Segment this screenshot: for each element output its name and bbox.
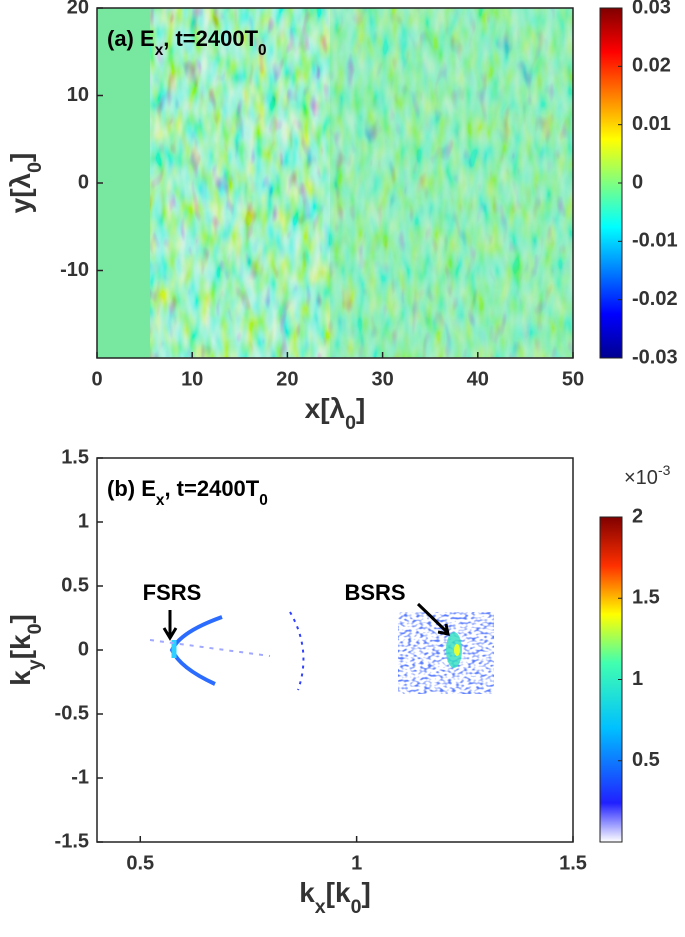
y-tick-label: -0.5 <box>55 702 89 724</box>
y-axis-label-part: 0 <box>24 623 46 634</box>
panel-title-part: x <box>156 492 165 509</box>
spectrum-image <box>149 611 494 694</box>
panel-title-part: , t=2400T <box>164 476 259 501</box>
y-axis-label-part: y[λ <box>5 172 36 213</box>
x-axis-label: kx[k0] <box>299 877 371 918</box>
y-axis-label-part: y <box>24 659 46 670</box>
colorbar <box>600 517 622 842</box>
y-axis-label-part: k <box>5 670 36 686</box>
y-axis-label-part: ] <box>5 614 36 623</box>
x-axis-label-part: [k <box>326 877 351 908</box>
y-tick-label: -10 <box>60 259 89 281</box>
colorbar-tick-label: 0.5 <box>632 749 660 771</box>
x-tick-label: 0 <box>91 368 102 390</box>
arrow <box>162 610 178 641</box>
x-tick-label: 1.5 <box>559 852 587 874</box>
y-tick-label: 20 <box>67 0 89 18</box>
y-tick-label: 0.5 <box>61 574 89 596</box>
panel-title-part: x <box>155 42 164 59</box>
colorbar-tick-label: 1.5 <box>632 587 660 609</box>
colorbar-tick-label: 2 <box>632 505 643 527</box>
panel-title-part: , t=2400T <box>163 26 258 51</box>
panel-title-part: (a) E <box>107 26 155 51</box>
x-axis-label: x[λ0] <box>305 393 366 434</box>
y-tick-label: 1.5 <box>61 446 89 468</box>
annotation: FSRS <box>143 580 202 605</box>
x-tick-label: 0.5 <box>126 852 154 874</box>
y-tick-label: 0 <box>78 638 89 660</box>
panel-title-part: 0 <box>258 42 267 59</box>
panel-title-part: (b) E <box>107 476 156 501</box>
annotation: BSRS <box>344 580 405 605</box>
colorbar <box>600 8 622 358</box>
y-tick-label: -1.5 <box>55 830 89 852</box>
x-axis-label-part: ] <box>356 393 365 424</box>
y-tick-label: 1 <box>78 510 89 532</box>
x-tick-label: 1 <box>351 852 362 874</box>
x-tick-label: 10 <box>181 368 203 390</box>
y-axis-label-part: ] <box>5 153 36 162</box>
y-axis-label-part: [k <box>5 634 36 659</box>
x-tick-label: 50 <box>562 368 584 390</box>
y-axis-label-part: 0 <box>24 162 46 173</box>
panel-title: (b) Ex, t=2400T0 <box>107 476 268 509</box>
x-axis-label-part: x[λ <box>305 393 346 424</box>
colorbar-multiplier-part: -3 <box>658 462 671 478</box>
panel-title: (a) Ex, t=2400T0 <box>107 26 267 59</box>
colorbar-tick-label: -0.03 <box>632 346 678 368</box>
colorbar-tick-label: 0 <box>632 171 643 193</box>
x-axis-label-part: 0 <box>345 412 356 434</box>
colorbar-tick-label: 0.02 <box>632 55 671 77</box>
y-axis-label: y[λ0] <box>5 153 46 214</box>
x-axis-label-part: ] <box>361 877 370 908</box>
arrow <box>416 602 450 636</box>
colorbar-multiplier: ×10-3 <box>624 462 671 490</box>
y-tick-label: -1 <box>71 766 89 788</box>
y-tick-label: 0 <box>78 171 89 193</box>
x-tick-label: 40 <box>467 368 489 390</box>
panel-title-part: 0 <box>259 492 268 509</box>
y-tick-label: 10 <box>67 84 89 106</box>
y-axis-label: ky[k0] <box>5 614 46 686</box>
x-tick-label: 20 <box>276 368 298 390</box>
x-axis-label-part: x <box>315 896 326 918</box>
x-tick-label: 30 <box>371 368 393 390</box>
x-axis-label-part: k <box>299 877 315 908</box>
colorbar-tick-label: -0.01 <box>632 230 678 252</box>
colorbar-tick-label: 1 <box>632 668 643 690</box>
colorbar-tick-label: 0.03 <box>632 0 671 18</box>
colorbar-tick-label: -0.02 <box>632 288 678 310</box>
plot-frame <box>96 457 574 843</box>
colorbar-tick-label: 0.01 <box>632 113 671 135</box>
colorbar-multiplier-part: ×10 <box>624 467 658 489</box>
field-image <box>97 8 573 358</box>
x-axis-label-part: 0 <box>351 896 362 918</box>
